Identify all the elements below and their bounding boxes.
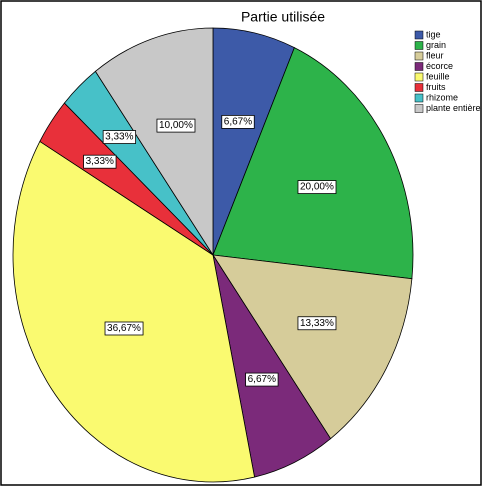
legend-label: plante entière: [426, 103, 481, 113]
data-label-box: [297, 180, 337, 194]
legend-label: fruits: [426, 82, 446, 92]
pie-slice: [94, 27, 214, 257]
legend-swatch: [414, 62, 424, 71]
chart-title: Partie utilisée: [241, 9, 325, 25]
data-label: 20,00%: [300, 182, 334, 193]
legend-swatch: [414, 30, 424, 40]
data-label: 13,33%: [300, 318, 334, 329]
data-label-box: [245, 372, 279, 387]
data-label: 3,33%: [105, 132, 133, 143]
legend-swatch: [414, 83, 424, 92]
data-label: 10,00%: [159, 120, 193, 131]
data-label-box: [83, 154, 117, 169]
legend-label: grain: [426, 40, 446, 50]
pie-slice: [212, 47, 414, 280]
legend-label: rhizome: [426, 92, 458, 102]
data-label-box: [102, 130, 137, 144]
data-label-box: [297, 316, 337, 331]
data-label: 6,67%: [248, 374, 276, 385]
pie-slice: [12, 140, 256, 483]
data-label: 36,67%: [107, 323, 141, 334]
legend-swatch: [414, 51, 424, 61]
data-label-box: [104, 321, 144, 336]
data-label: 3,33%: [86, 156, 114, 167]
legend-swatch: [414, 104, 424, 113]
legend-label: écorce: [426, 61, 453, 71]
pie: [12, 27, 414, 483]
data-label-box: [156, 118, 196, 133]
legend-swatch: [414, 41, 424, 50]
legend: tigegrainfleurécorcefeuillefruitsrhizome…: [414, 29, 481, 113]
data-label-box: [221, 115, 255, 129]
data-label: 6,67%: [224, 116, 252, 127]
legend-swatch: [414, 93, 424, 103]
labels: 6,67% 20,00% 13,33% 6,67% 36,67% 3,33% 3,33% 10…: [83, 115, 337, 387]
pie-slice: [212, 254, 413, 440]
legend-label: feuille: [426, 71, 450, 81]
legend-label: tige: [426, 29, 441, 39]
legend-label: fleur: [426, 50, 444, 60]
legend-swatch: [414, 72, 424, 82]
